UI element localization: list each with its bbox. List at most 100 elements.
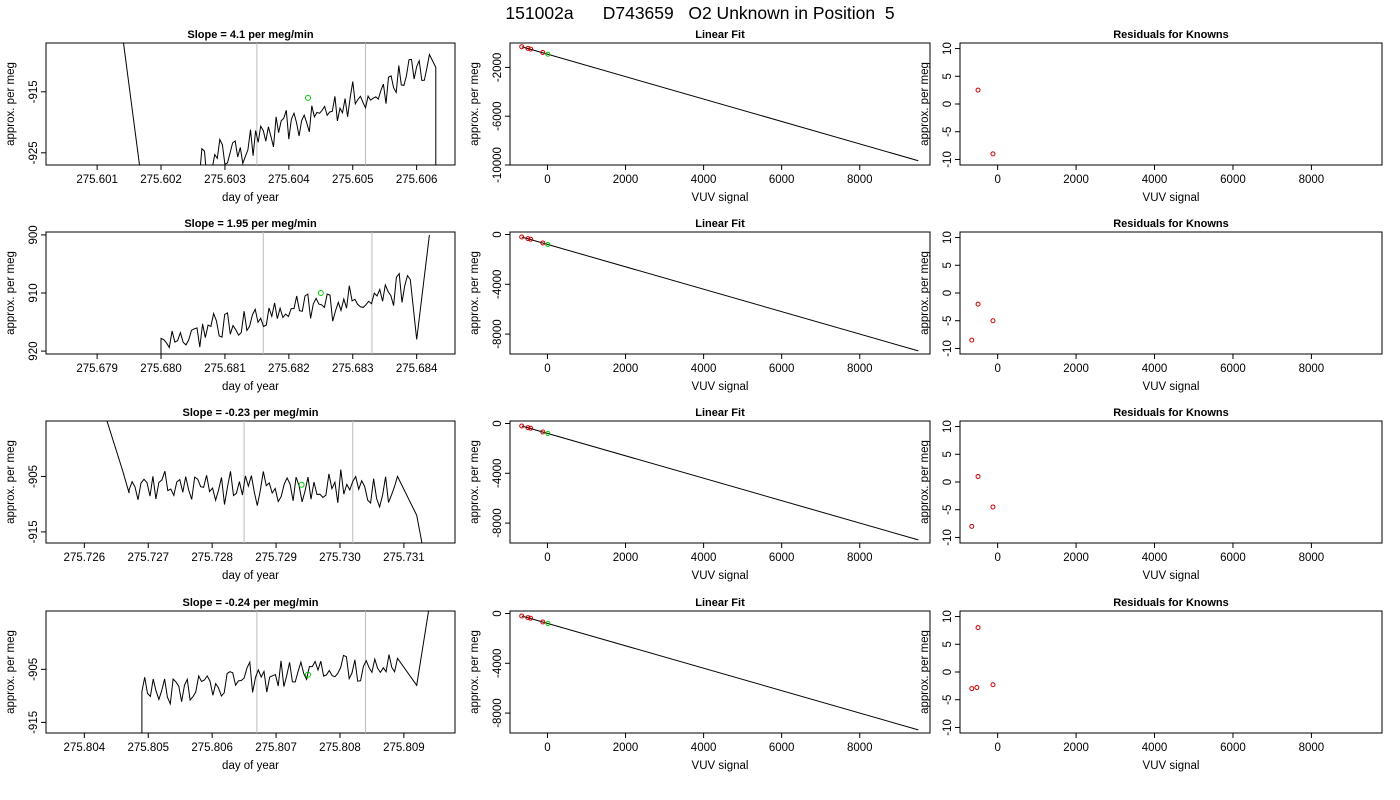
residual-point xyxy=(990,318,996,324)
plot-frame xyxy=(509,610,931,734)
x-tick-label: 4000 xyxy=(691,742,717,754)
y-tick-label: 5 xyxy=(942,73,954,79)
x-tick-label: 275.606 xyxy=(396,174,438,186)
x-tick-label: 275.603 xyxy=(204,174,246,186)
panel-title: Linear Fit xyxy=(695,218,745,230)
plot-area xyxy=(519,234,919,352)
x-tick-label: 275.726 xyxy=(64,552,106,564)
known-point xyxy=(540,50,546,56)
x-tick-label: 2000 xyxy=(1063,363,1089,375)
x-tick-label: 275.808 xyxy=(319,742,361,754)
x-axis-label: VUV signal xyxy=(692,381,749,393)
x-tick-label: 2000 xyxy=(1063,742,1089,754)
x-tick-label: 275.731 xyxy=(383,552,425,564)
fit-line xyxy=(521,615,919,731)
y-tick-label: -5 xyxy=(942,695,954,705)
y-tick-label: -10 xyxy=(942,151,954,168)
figure-title: 151002a D743659 O2 Unknown in Position 5 xyxy=(505,3,895,23)
x-axis-label: VUV signal xyxy=(692,760,749,772)
y-tick-label: -8000 xyxy=(492,319,504,348)
y-tick-label: -8000 xyxy=(492,698,504,727)
known-point xyxy=(528,46,534,52)
unknown-point xyxy=(545,430,551,436)
x-tick-label: 0 xyxy=(994,742,1000,754)
x-axis-label: VUV signal xyxy=(692,570,749,582)
x-axis-label: day of year xyxy=(222,381,279,393)
plot-area xyxy=(519,613,919,731)
panel-linear-fit-1: Linear Fit 0 2000 4000 6000 8000 -8000 -4000 0 VU… xyxy=(469,218,931,393)
x-axis-label: VUV signal xyxy=(1143,381,1200,393)
x-tick-label: 6000 xyxy=(769,552,795,564)
known-point xyxy=(528,615,534,621)
residual-point xyxy=(975,301,981,307)
x-tick-label: 2000 xyxy=(1063,552,1089,564)
x-tick-label: 4000 xyxy=(1142,174,1168,186)
y-tick-label: -4000 xyxy=(492,649,504,678)
fit-line xyxy=(521,425,919,541)
x-tick-label: 8000 xyxy=(847,742,873,754)
y-tick-label: -915 xyxy=(28,80,40,103)
panel-time-series-1: Slope = 1.95 per meg/min 275.679 275.680 27… xyxy=(5,218,456,393)
residual-point xyxy=(974,685,980,691)
y-tick-label: -915 xyxy=(28,711,40,734)
known-point xyxy=(540,619,546,625)
y-tick-label: 0 xyxy=(942,479,954,485)
x-axis-label: day of year xyxy=(222,570,279,582)
x-tick-label: 2000 xyxy=(613,363,639,375)
x-tick-label: 0 xyxy=(544,552,550,564)
x-tick-label: 6000 xyxy=(1220,552,1246,564)
fit-line xyxy=(521,46,919,162)
data-trace xyxy=(122,43,437,165)
y-tick-label: 0 xyxy=(492,610,504,616)
x-tick-label: 275.807 xyxy=(255,742,297,754)
known-point xyxy=(525,615,531,621)
panel-residuals-2: Residuals for Knowns 0 2000 4000 6000 8000 -10… xyxy=(919,407,1383,582)
known-point xyxy=(519,44,525,50)
fit-line xyxy=(521,236,919,352)
residual-point xyxy=(969,337,975,343)
x-tick-label: 275.679 xyxy=(76,363,118,375)
y-tick-label: 5 xyxy=(942,641,954,647)
y-tick-label: 10 xyxy=(942,420,954,433)
panel-residuals-1: Residuals for Knowns 0 2000 4000 6000 8000 -10… xyxy=(919,218,1383,393)
y-tick-label: 920 xyxy=(28,342,40,361)
x-tick-label: 275.682 xyxy=(268,363,310,375)
plot-area xyxy=(975,87,996,157)
x-tick-label: 275.681 xyxy=(204,363,246,375)
y-tick-label: -10 xyxy=(942,719,954,736)
x-axis-label: day of year xyxy=(222,192,279,204)
y-axis-label: approx. per meg xyxy=(469,251,481,335)
y-tick-label: 10 xyxy=(942,42,954,55)
x-tick-label: 6000 xyxy=(1220,742,1246,754)
x-tick-label: 4000 xyxy=(691,552,717,564)
plot-area xyxy=(969,301,996,343)
plot-frame xyxy=(959,420,1383,544)
unknown-point xyxy=(545,241,551,247)
plot-area xyxy=(106,421,423,543)
x-tick-label: 0 xyxy=(994,174,1000,186)
panel-time-series-2: Slope = -0.23 per meg/min 275.726 275.727 2… xyxy=(5,407,456,582)
y-axis-label: approx. per meg xyxy=(5,440,17,524)
x-tick-label: 2000 xyxy=(613,552,639,564)
unknown-marker xyxy=(317,290,324,296)
x-tick-label: 275.601 xyxy=(76,174,118,186)
residual-point xyxy=(990,504,996,510)
data-trace xyxy=(106,421,423,543)
y-tick-label: -4000 xyxy=(492,270,504,299)
known-point xyxy=(519,423,525,429)
x-tick-label: 275.680 xyxy=(140,363,182,375)
data-trace xyxy=(160,234,430,354)
y-tick-label: -5 xyxy=(942,316,954,326)
x-tick-label: 275.684 xyxy=(396,363,438,375)
x-tick-label: 0 xyxy=(544,174,550,186)
residual-point xyxy=(990,682,996,688)
y-axis-label: approx. per meg xyxy=(5,630,17,714)
x-tick-label: 8000 xyxy=(847,363,873,375)
x-tick-label: 275.728 xyxy=(191,552,233,564)
panel-time-series-3: Slope = -0.24 per meg/min 275.804 275.805 2… xyxy=(5,597,456,772)
y-axis-label: approx. per meg xyxy=(469,440,481,524)
panel-title: Residuals for Knowns xyxy=(1113,218,1229,230)
x-tick-label: 6000 xyxy=(1220,174,1246,186)
known-point xyxy=(519,234,525,240)
